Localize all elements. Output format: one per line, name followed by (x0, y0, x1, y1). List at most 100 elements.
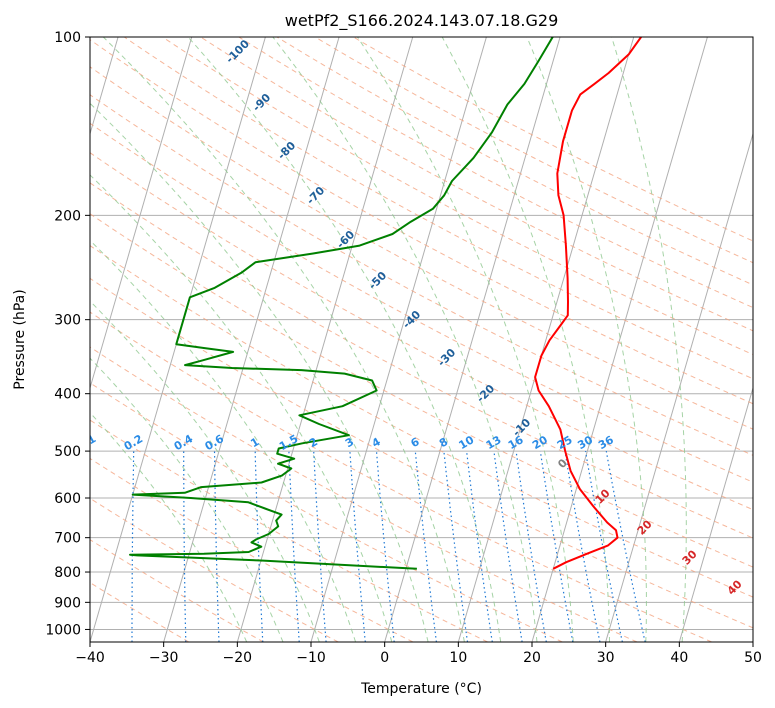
plot-frame (89, 36, 754, 643)
moist-adiabat-line (90, 357, 284, 642)
isotherm-line (457, 37, 635, 642)
moist-adiabat-line (90, 102, 429, 642)
moist-adiabat-line (90, 174, 393, 642)
x-tick-label: −20 (223, 650, 253, 666)
dry-adiabat-line (90, 152, 753, 511)
mixing-ratio-line (183, 451, 187, 642)
moist-adiabat-line (102, 37, 465, 642)
profile-series (129, 37, 642, 570)
dry-adiabat-line (90, 94, 753, 456)
dry-adiabat-line (276, 37, 753, 286)
moist-adiabat-line (357, 37, 574, 642)
mixing-ratio-line (493, 451, 523, 642)
mixing-ratio-label: 0.2 (122, 432, 145, 453)
mixing-ratio-line (539, 451, 574, 642)
moist-adiabat-line (611, 37, 687, 642)
dry-adiabat-line (200, 37, 753, 332)
y-tick-label: 500 (54, 444, 81, 460)
isotherm-line (531, 37, 708, 642)
mixing-ratio-label: 0.1 (75, 432, 98, 453)
dry-adiabat-label: -50 (366, 269, 389, 292)
isotherm-line (163, 37, 340, 642)
mixing-ratio-label: 30 (575, 433, 595, 452)
moist-adiabat-line (441, 37, 610, 642)
x-tick-label: 30 (597, 650, 615, 666)
mixing-ratio-label: 20 (530, 433, 550, 452)
y-axis-label: Pressure (hPa) (12, 289, 28, 389)
dry-adiabat-line (90, 245, 753, 598)
mixing-ratio-label: 25 (555, 433, 575, 452)
mixing-ratio-line (213, 451, 220, 642)
y-tick-label: 100 (54, 30, 81, 46)
dry-adiabat-line (90, 419, 488, 642)
mixing-ratio-line (443, 451, 469, 642)
moist-adiabat-line (90, 300, 320, 642)
dry-adiabat-label: 40 (725, 577, 745, 597)
mixing-ratio-line (131, 451, 135, 642)
mixing-ratio-line (288, 451, 300, 642)
y-tick-label: 800 (54, 565, 81, 581)
x-tick-label: 40 (670, 650, 688, 666)
x-tick-label: 0 (380, 650, 389, 666)
isotherm-line (605, 132, 753, 642)
dry-adiabat-label: -100 (223, 37, 252, 66)
mixing-ratio-label: 4 (370, 435, 383, 450)
moist-adiabat-line (526, 37, 647, 642)
y-tick-label: 300 (54, 313, 81, 329)
mixing-ratio-label: 1 (248, 435, 261, 450)
dry-adiabat-label: 20 (635, 517, 655, 537)
y-tick-label: 400 (54, 387, 81, 403)
isotherm-line (678, 386, 753, 642)
dry-adiabat-line (90, 66, 753, 430)
dry-adiabat-line (90, 382, 563, 642)
x-axis: −40 −30 −20 −10 0 10 20 30 40 50 (75, 642, 762, 666)
dry-adiabat-label: -80 (275, 139, 298, 162)
x-tick-label: 10 (449, 650, 467, 666)
x-axis-label: Temperature (°C) (360, 681, 482, 697)
mixing-ratio-line (466, 451, 493, 642)
temperature-line (534, 37, 642, 570)
plot-area: -100-90-80-70-60-50-40-30-20-10010203040… (75, 37, 753, 642)
chart-title: wetPf2_S166.2024.143.07.18.G29 (285, 11, 559, 31)
dry-adiabat-line (90, 346, 638, 642)
y-axis: 100 200 300 400 500 600 700 800 900 1000 (45, 30, 90, 638)
dry-adiabat-line (90, 497, 339, 642)
y-tick-label: 200 (54, 208, 81, 224)
isotherm-line (752, 640, 753, 642)
x-tick-label: 50 (744, 650, 762, 666)
moist-adiabat-line (187, 37, 502, 642)
dry-adiabat-line (90, 39, 753, 405)
y-tick-label: 600 (54, 491, 81, 507)
mixing-ratio-line (349, 451, 366, 642)
moist-adiabat-line (272, 37, 538, 642)
mixing-ratio-line (82, 451, 87, 642)
y-tick-label: 1000 (45, 622, 81, 638)
x-tick-label: −40 (75, 650, 105, 666)
dry-adiabat-line (314, 37, 753, 264)
dry-adiabat-line (90, 213, 753, 568)
mixing-ratio-label: 16 (506, 433, 526, 452)
dry-adiabat-line (90, 277, 753, 629)
mixing-ratio-line (515, 451, 547, 642)
mixing-ratio-label: 6 (409, 435, 422, 450)
isotherm-line (384, 37, 561, 642)
mixing-ratio-line (414, 451, 437, 642)
dry-adiabat-line (90, 581, 190, 642)
mixing-ratio-label: 13 (484, 433, 504, 452)
y-tick-label: 900 (54, 595, 81, 611)
dry-adiabat-line (90, 457, 414, 642)
dry-adiabat-label: -40 (400, 308, 423, 331)
dewpoint-line (129, 37, 554, 570)
isotherm-line (90, 37, 193, 390)
mixing-ratio-line (313, 451, 327, 642)
dry-adiabat-line (353, 37, 753, 242)
x-tick-label: 20 (523, 650, 541, 666)
x-tick-label: −10 (296, 650, 326, 666)
line-labels: -100-90-80-70-60-50-40-30-20-10010203040… (75, 37, 745, 598)
dry-adiabat-line (124, 37, 753, 380)
moist-adiabat-line (90, 239, 357, 642)
dry-adiabat-line (162, 37, 753, 356)
dry-adiabat-line (90, 539, 264, 642)
dry-adiabat-label: -30 (435, 346, 458, 369)
